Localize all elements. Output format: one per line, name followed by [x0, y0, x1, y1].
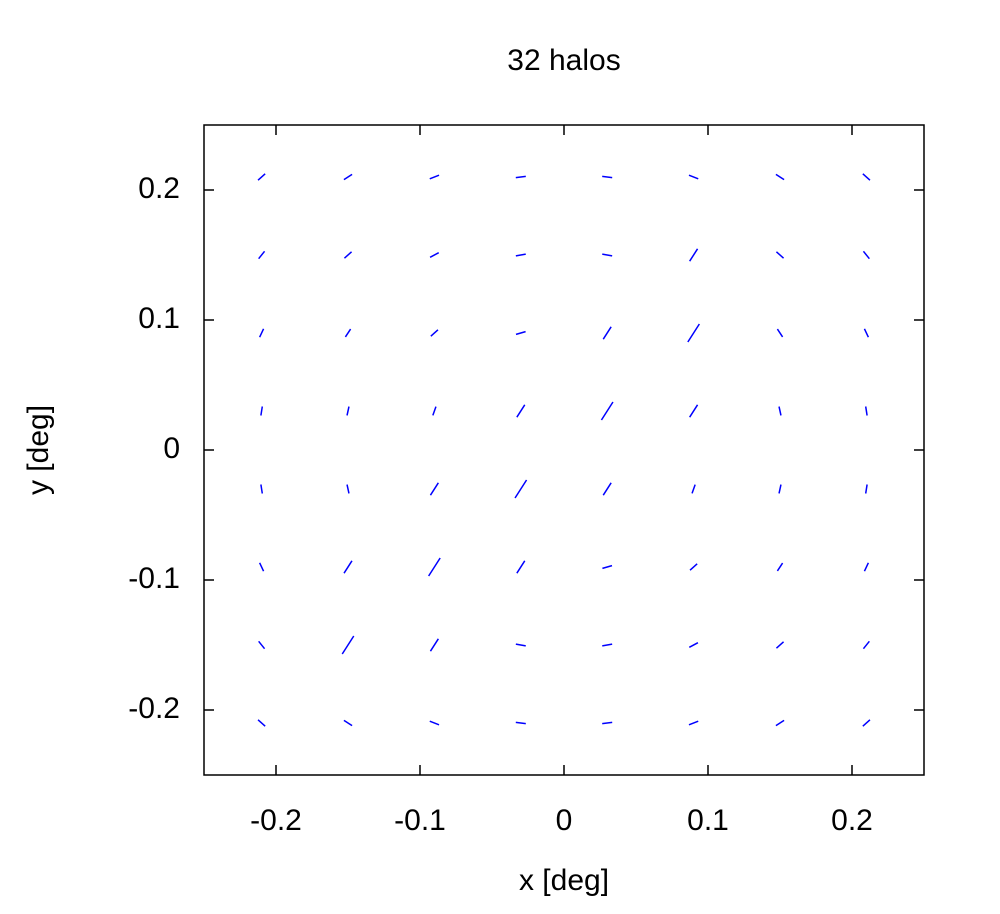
whisker [863, 328, 870, 338]
whisker [864, 484, 868, 494]
whisker [691, 484, 696, 494]
whisker [260, 484, 264, 494]
whisker [687, 323, 700, 343]
whisker [429, 482, 439, 496]
x-tick-label: -0.1 [394, 804, 446, 837]
whisker [688, 641, 699, 649]
whisker [515, 175, 526, 179]
y-tick-label: 0.2 [138, 172, 180, 205]
whisker [688, 174, 699, 180]
whisker [346, 406, 350, 416]
whisker [258, 640, 266, 650]
whisker [602, 643, 613, 647]
x-tick-label: 0 [556, 804, 573, 837]
whisker [689, 248, 699, 262]
whisker [862, 173, 871, 181]
whisker [258, 250, 266, 260]
whisker [602, 253, 613, 257]
chart-title: 32 halos [507, 44, 620, 77]
y-axis-label: y [deg] [22, 405, 55, 495]
whisker [602, 326, 612, 340]
whisker [775, 251, 785, 259]
whisker [515, 643, 526, 647]
y-tick-label: -0.1 [128, 562, 180, 595]
whisker [516, 404, 526, 418]
whisker [778, 406, 782, 416]
whisker [429, 251, 440, 259]
whisker [515, 253, 526, 257]
whisker [429, 720, 440, 726]
y-tick-label: -0.2 [128, 692, 180, 725]
x-tick-label: 0.1 [687, 804, 729, 837]
whisker [600, 401, 614, 421]
whisker [343, 251, 353, 259]
whisker [862, 640, 870, 650]
x-tick-label: 0.2 [831, 804, 873, 837]
whisker [432, 406, 437, 416]
whisker [429, 638, 439, 652]
whisker [514, 479, 528, 499]
whisker [775, 719, 785, 727]
whisker [602, 564, 613, 570]
whisker [602, 482, 612, 496]
whisker [775, 173, 785, 181]
whisker [341, 635, 355, 655]
whisker [776, 562, 784, 572]
whisker [862, 719, 871, 727]
whisker [258, 328, 265, 338]
whisker [863, 562, 870, 572]
whisker [516, 560, 526, 574]
whisker [778, 484, 782, 494]
whisker [515, 330, 526, 336]
whisker [428, 557, 441, 577]
whisker [344, 328, 352, 338]
x-axis-label: x [deg] [519, 864, 609, 897]
y-tick-label: 0.1 [138, 302, 180, 335]
whisker [430, 329, 439, 337]
whisker [258, 562, 265, 572]
x-tick-label: -0.2 [250, 804, 302, 837]
whisker [602, 175, 613, 179]
whisker [260, 406, 264, 416]
whisker [602, 721, 613, 725]
whisker [257, 173, 266, 181]
whisker [862, 250, 870, 260]
y-tick-label: 0 [163, 432, 180, 465]
whisker [515, 721, 526, 725]
whisker [343, 560, 353, 574]
whisker [864, 406, 868, 416]
whisker [776, 328, 784, 338]
whisker [689, 404, 699, 418]
whisker [257, 719, 266, 727]
whisker [346, 484, 350, 494]
whisker [689, 563, 698, 571]
plot-frame [203, 124, 925, 776]
whisker [429, 174, 440, 180]
whisker [343, 173, 353, 181]
whisker [688, 720, 699, 726]
whisker [343, 719, 353, 727]
whisker [775, 641, 785, 649]
